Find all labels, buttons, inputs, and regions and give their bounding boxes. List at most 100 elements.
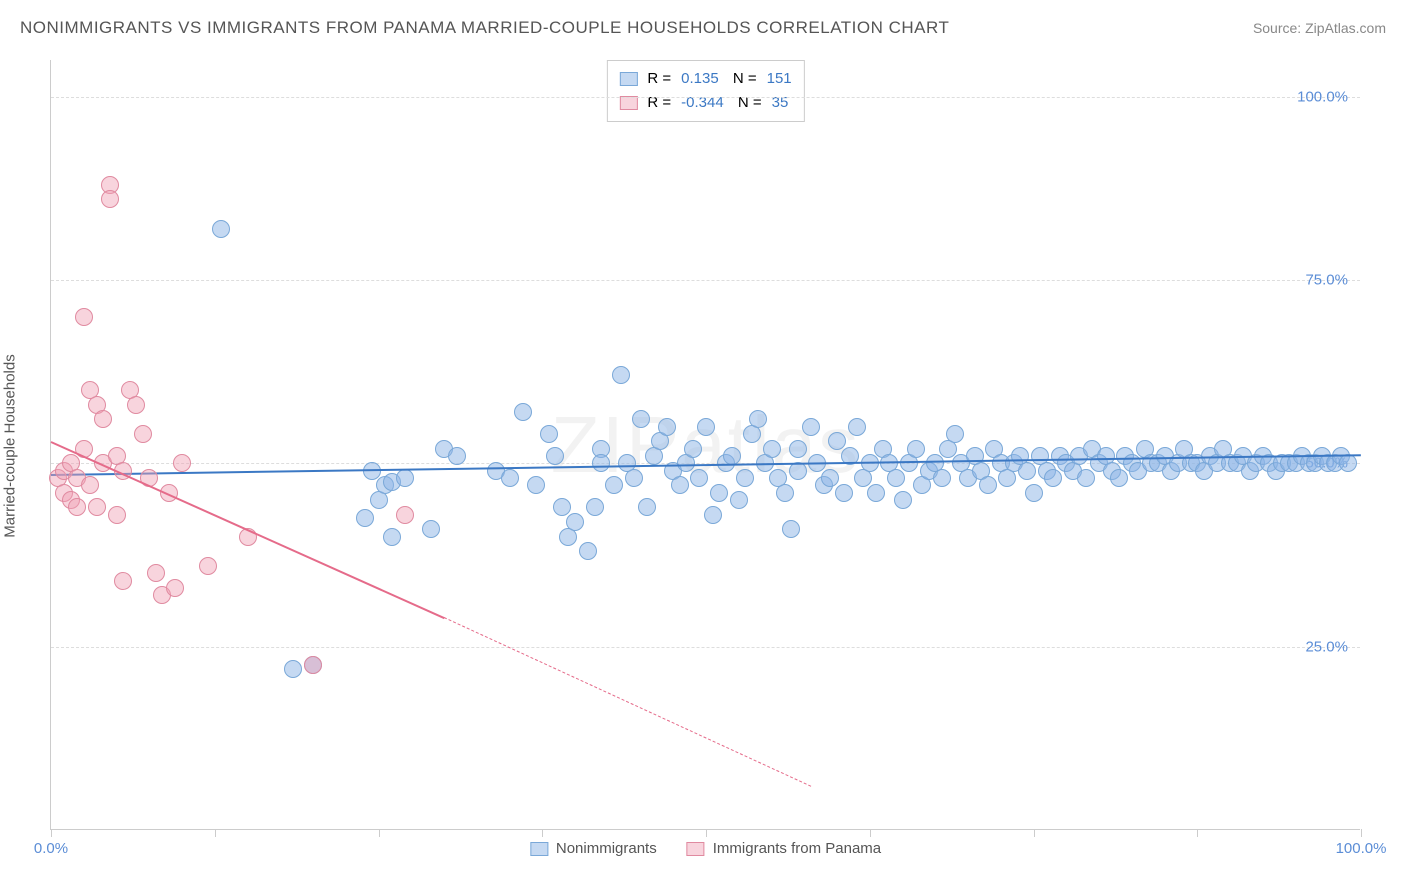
data-point [946,425,964,443]
r-value-nonimmigrants: 0.135 [681,67,719,91]
data-point [546,447,564,465]
data-point [553,498,571,516]
y-tick-label: 100.0% [1297,88,1348,105]
y-axis-label: Married-couple Households [2,354,19,537]
swatch-immigrants [619,96,637,110]
x-tick-label: 100.0% [1336,840,1387,857]
data-point [88,498,106,516]
legend-swatch-nonimmigrants [530,842,548,856]
y-tick-label: 75.0% [1305,272,1348,289]
data-point [749,410,767,428]
legend-item-immigrants: Immigrants from Panama [687,840,881,857]
data-point [566,513,584,531]
data-point [789,440,807,458]
data-point [605,476,623,494]
data-point [356,509,374,527]
data-point [776,484,794,502]
x-tick-label: 0.0% [34,840,68,857]
n-label: N = [734,91,762,115]
x-tick-mark [215,829,216,837]
r-label: R = [647,67,671,91]
gridline-h [51,280,1360,281]
data-point [1339,454,1357,472]
data-point [114,572,132,590]
data-point [284,660,302,678]
data-point [848,418,866,436]
bottom-legend: Nonimmigrants Immigrants from Panama [530,840,881,857]
data-point [592,454,610,472]
data-point [723,447,741,465]
data-point [1110,469,1128,487]
data-point [821,469,839,487]
y-tick-label: 25.0% [1305,638,1348,655]
x-tick-mark [1034,829,1035,837]
data-point [894,491,912,509]
data-point [396,506,414,524]
data-point [907,440,925,458]
x-tick-mark [379,829,380,837]
n-value-nonimmigrants: 151 [767,67,792,91]
x-tick-mark [1361,829,1362,837]
data-point [134,425,152,443]
data-point [75,308,93,326]
stats-row-nonimmigrants: R = 0.135 N = 151 [619,67,791,91]
data-point [933,469,951,487]
data-point [448,447,466,465]
stats-box: R = 0.135 N = 151 R = -0.344 N = 35 [606,60,804,122]
gridline-h [51,647,1360,648]
data-point [586,498,604,516]
x-tick-mark [542,829,543,837]
swatch-nonimmigrants [619,72,637,86]
gridline-h [51,97,1360,98]
x-tick-mark [1197,829,1198,837]
data-point [81,476,99,494]
legend-item-nonimmigrants: Nonimmigrants [530,840,657,857]
data-point [173,454,191,472]
data-point [632,410,650,428]
r-label: R = [647,91,671,115]
data-point [835,484,853,502]
source-label: Source: ZipAtlas.com [1253,20,1386,36]
data-point [658,418,676,436]
n-label: N = [729,67,757,91]
data-point [710,484,728,502]
data-point [94,410,112,428]
data-point [1077,469,1095,487]
data-point [704,506,722,524]
legend-label-immigrants: Immigrants from Panama [713,840,881,857]
data-point [828,432,846,450]
x-tick-mark [870,829,871,837]
data-point [1044,469,1062,487]
data-point [527,476,545,494]
data-point [684,440,702,458]
data-point [540,425,558,443]
data-point [1025,484,1043,502]
data-point [1018,462,1036,480]
data-point [101,190,119,208]
data-point [697,418,715,436]
data-point [212,220,230,238]
legend-swatch-immigrants [687,842,705,856]
scatter-chart: ZIPatlas R = 0.135 N = 151 R = -0.344 N … [50,60,1360,830]
data-point [690,469,708,487]
data-point [514,403,532,421]
trend-line-dashed [444,617,811,787]
data-point [763,440,781,458]
legend-label-nonimmigrants: Nonimmigrants [556,840,657,857]
data-point [802,418,820,436]
data-point [867,484,885,502]
x-tick-mark [706,829,707,837]
data-point [422,520,440,538]
data-point [671,476,689,494]
title-bar: NONIMMIGRANTS VS IMMIGRANTS FROM PANAMA … [20,18,1386,38]
data-point [383,528,401,546]
x-tick-mark [51,829,52,837]
data-point [638,498,656,516]
n-value-immigrants: 35 [772,91,789,115]
data-point [396,469,414,487]
data-point [108,506,126,524]
data-point [736,469,754,487]
data-point [625,469,643,487]
data-point [887,469,905,487]
chart-title: NONIMMIGRANTS VS IMMIGRANTS FROM PANAMA … [20,18,949,38]
